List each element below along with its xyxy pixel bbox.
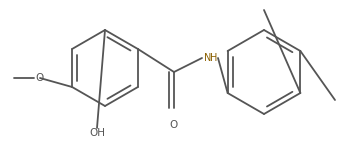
- Text: OH: OH: [89, 128, 105, 138]
- Text: N: N: [204, 53, 211, 63]
- Text: O: O: [170, 120, 178, 130]
- Text: H: H: [210, 53, 218, 63]
- Text: O: O: [36, 73, 44, 83]
